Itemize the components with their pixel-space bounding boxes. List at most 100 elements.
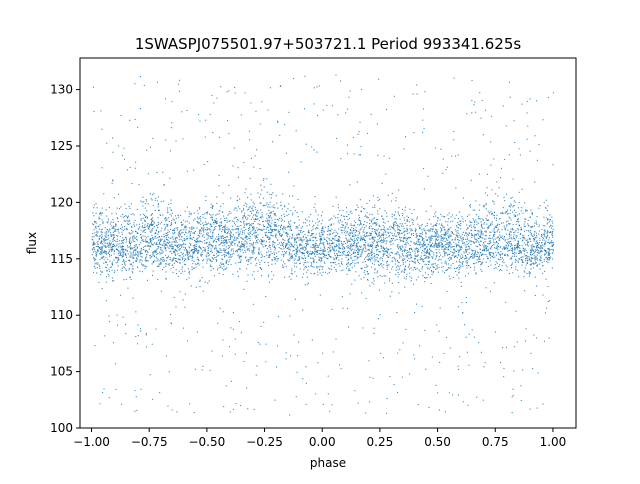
data-point [125,220,127,222]
data-point [376,230,378,232]
data-point [451,255,453,257]
data-point [206,223,208,225]
data-point [376,249,378,251]
data-point [522,234,524,236]
data-point [401,208,403,210]
data-point [250,262,252,264]
data-point [447,269,449,271]
data-point [98,282,100,284]
data-point [552,249,554,251]
data-point [159,251,161,253]
data-point [401,253,403,255]
data-point [440,259,442,261]
data-point [268,281,270,283]
data-point [534,237,536,239]
data-point [533,262,535,264]
data-point [191,238,193,240]
data-point [274,259,276,261]
data-point [97,243,99,245]
data-point [223,231,225,233]
data-point [495,267,497,269]
data-point [187,253,189,255]
data-point [193,249,195,251]
data-point [450,231,452,233]
data-point [246,280,248,282]
data-point [156,265,158,267]
data-point [145,199,147,201]
data-point [195,266,197,268]
data-point [238,249,240,251]
data-point [194,240,196,242]
data-point [466,113,468,115]
data-point [535,256,537,258]
data-point [96,232,98,234]
data-point [482,234,484,236]
data-point [394,260,396,262]
data-point [366,255,368,257]
data-point [225,240,227,242]
data-point [435,238,437,240]
data-point [156,229,158,231]
data-point [271,230,273,232]
data-point [372,228,374,230]
data-point [357,241,359,243]
data-point [169,263,171,265]
data-point [110,232,112,234]
data-point [123,261,125,263]
data-point [459,248,461,250]
data-point [167,405,169,407]
data-point [248,237,250,239]
data-point [93,215,95,217]
data-point [291,245,293,247]
data-point [259,216,261,218]
data-point [258,220,260,222]
data-point [287,240,289,242]
data-point [459,259,461,261]
data-point [382,249,384,251]
data-point [518,202,520,204]
data-point [104,232,106,234]
data-point [280,217,282,219]
data-point [301,276,303,278]
data-point [249,224,251,226]
data-point [302,273,304,275]
data-point [185,226,187,228]
data-point [424,245,426,247]
data-point [419,235,421,237]
data-point [170,223,172,225]
data-point [320,238,322,240]
data-point [254,229,256,231]
data-point [428,261,430,263]
data-point [96,251,98,253]
data-point [172,258,174,260]
data-point [222,259,224,261]
data-point [169,246,171,248]
data-point [318,259,320,261]
data-point [410,257,412,259]
data-point [189,238,191,240]
data-point [221,231,223,233]
data-point [509,223,511,225]
data-point [302,236,304,238]
data-point [391,200,393,202]
data-point [476,240,478,242]
data-point [183,249,185,251]
data-point [510,264,512,266]
data-point [362,249,364,251]
data-point [423,108,425,110]
data-point [134,254,136,256]
data-point [245,352,247,354]
data-point [453,131,455,133]
data-point [363,245,365,247]
data-point [195,249,197,251]
data-point [115,240,117,242]
data-point [94,267,96,269]
data-point [516,221,518,223]
data-point [361,88,363,90]
data-point [146,250,148,252]
data-point [409,254,411,256]
data-point [470,244,472,246]
data-point [146,210,148,212]
data-point [129,244,131,246]
data-point [382,267,384,269]
